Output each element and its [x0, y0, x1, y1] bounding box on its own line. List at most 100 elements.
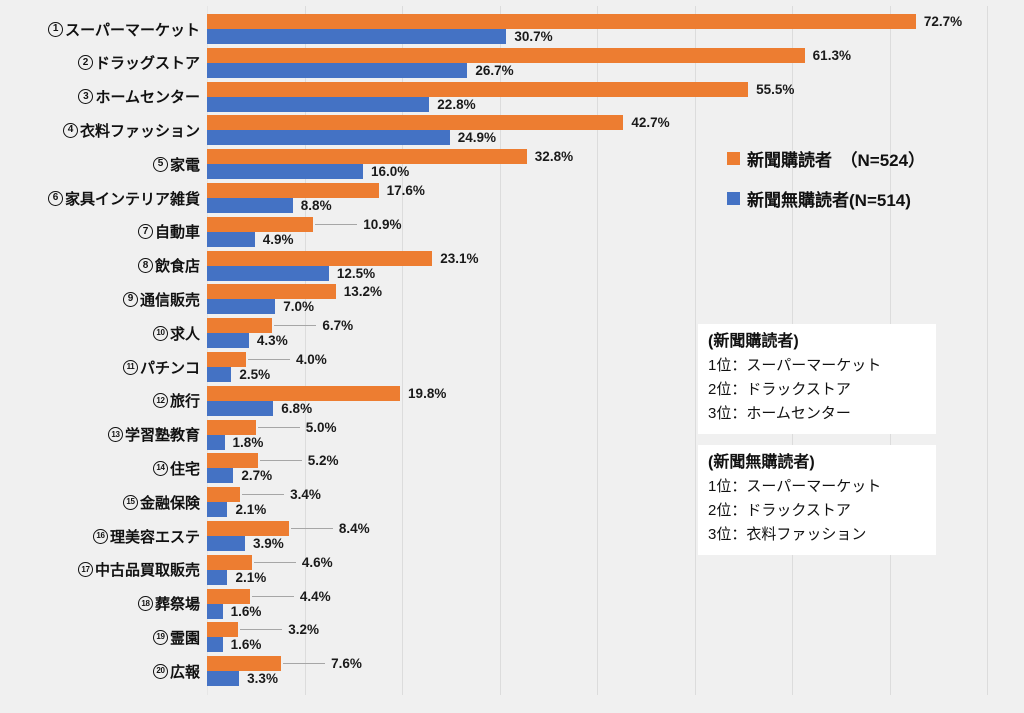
circled-number-icon: 3 — [78, 89, 94, 105]
category-name: 衣料ファッション — [79, 122, 200, 140]
subscriber-value-label: 5.0% — [305, 419, 337, 435]
category-label: 15 金融保険 — [0, 487, 200, 517]
category-name: 理美容エステ — [109, 528, 200, 546]
chart-row: 3 ホームセンター 55.5% 22.8% — [0, 81, 1024, 116]
subscriber-value-label: 3.2% — [288, 622, 319, 638]
non-subscriber-value-label: 30.7% — [514, 29, 553, 44]
chart-row: 13 学習塾教育 5.0% 1.8% — [0, 419, 1024, 454]
chart-row: 1 スーパーマーケット 72.7% 30.7% — [0, 14, 1024, 48]
category-name: 通信販売 — [139, 291, 200, 309]
category-label: 13 学習塾教育 — [0, 420, 200, 450]
category-name: 飲食店 — [154, 258, 200, 276]
category-label: 8 飲食店 — [0, 251, 200, 281]
non-subscriber-value-label: 26.7% — [475, 62, 514, 78]
circled-number-icon: 12 — [152, 393, 168, 409]
non-subscriber-bar — [207, 367, 232, 382]
non-subscriber-value-label: 6.8% — [281, 400, 313, 416]
subscriber-bar — [207, 14, 916, 29]
category-label: 2 ドラッグストア — [0, 48, 200, 78]
subscriber-bar — [207, 487, 241, 503]
annotation-rank-1: 1位：スーパーマーケット — [708, 478, 882, 495]
subscriber-value-label: 8.4% — [338, 521, 370, 536]
category-name: 学習塾教育 — [124, 427, 200, 445]
non-subscriber-bar — [207, 569, 228, 585]
category-name: 求人 — [169, 325, 200, 343]
category-name: パチンコ — [139, 359, 200, 377]
circled-number-icon: 19 — [152, 629, 168, 645]
chart-row: 5 家電 32.8% 16.0% — [0, 149, 1024, 183]
non-subscriber-bar — [207, 130, 450, 146]
legend-label-subscribers: 新聞購読者 （N=524） — [747, 151, 926, 170]
subscriber-value-label: 23.1% — [440, 250, 479, 266]
annotation-rank-3: 3位：ホームセンター — [708, 405, 851, 422]
subscriber-value-label: 4.0% — [296, 352, 327, 367]
non-subscriber-value-label: 2.7% — [241, 468, 273, 484]
legend-item-non-subscribers: 新聞無購読者(N=514) — [727, 186, 925, 211]
circled-number-icon: 8 — [137, 258, 153, 274]
chart-row: 16 理美容エステ 8.4% 3.9% — [0, 521, 1024, 555]
leader-line — [253, 561, 296, 563]
non-subscriber-value-label: 2.1% — [235, 569, 267, 585]
subscriber-bar — [207, 521, 289, 536]
category-label: 20 広報 — [0, 656, 200, 686]
subscriber-value-label: 32.8% — [534, 149, 574, 165]
category-name: 家電 — [169, 156, 200, 174]
non-subscriber-value-label: 4.9% — [262, 231, 294, 247]
subscriber-bar — [207, 47, 805, 63]
non-subscriber-bar — [207, 29, 507, 44]
subscriber-bar — [207, 250, 433, 266]
chart-row: 18 葬祭場 4.4% 1.6% — [0, 588, 1024, 623]
category-name: 旅行 — [169, 393, 200, 411]
non-subscriber-value-label: 4.3% — [256, 333, 288, 349]
chart-row: 2 ドラッグストア 61.3% 26.7% — [0, 47, 1024, 82]
subscriber-bar — [207, 453, 258, 469]
gridline — [207, 6, 208, 695]
circled-number-icon: 9 — [122, 291, 138, 307]
subscriber-value-label: 7.6% — [331, 656, 362, 672]
chart-row: 10 求人 6.7% 4.3% — [0, 318, 1024, 352]
category-label: 14 住宅 — [0, 453, 200, 483]
leader-line — [257, 426, 300, 428]
subscriber-bar — [207, 216, 314, 232]
chart-row: 6 家具インテリア雑貨 17.6% 8.8% — [0, 183, 1024, 217]
leader-line — [251, 595, 294, 597]
subscriber-bar — [207, 622, 239, 638]
subscriber-value-label: 4.6% — [301, 554, 333, 570]
category-label: 17 中古品買取販売 — [0, 555, 200, 585]
subscriber-bar — [207, 419, 256, 435]
non-subscriber-bar — [207, 603, 223, 619]
subscriber-bar — [207, 318, 273, 334]
leader-line — [242, 494, 285, 496]
chart-row: 12 旅行 19.8% 6.8% — [0, 385, 1024, 420]
circled-number-icon: 15 — [122, 494, 138, 510]
circled-number-icon: 7 — [137, 224, 153, 240]
non-subscriber-bar — [207, 468, 234, 484]
chart-row: 14 住宅 5.2% 2.7% — [0, 453, 1024, 487]
subscriber-value-label: 72.7% — [923, 14, 963, 29]
annotation-rank-2: 2位：ドラックストア — [708, 502, 851, 519]
circled-number-icon: 14 — [152, 460, 168, 476]
legend-label-non-subscribers: 新聞無購読者(N=514) — [747, 191, 911, 210]
subscriber-value-label: 4.4% — [299, 588, 331, 604]
non-subscriber-value-label: 22.8% — [437, 96, 476, 112]
circled-number-icon: 1 — [48, 21, 64, 37]
non-subscriber-bar — [207, 96, 430, 112]
category-label: 11 パチンコ — [0, 352, 200, 382]
gridline — [987, 6, 988, 695]
category-name: スーパーマーケット — [65, 21, 200, 39]
non-subscriber-value-label: 3.9% — [253, 536, 284, 551]
category-label: 12 旅行 — [0, 386, 200, 416]
chart-row: 20 広報 7.6% 3.3% — [0, 656, 1024, 690]
non-subscriber-value-label: 3.3% — [247, 671, 278, 687]
non-subscriber-bar — [207, 637, 223, 653]
subscriber-value-label: 3.4% — [290, 487, 321, 503]
non-subscriber-bar — [207, 536, 246, 551]
category-label: 18 葬祭場 — [0, 589, 200, 619]
non-subscriber-value-label: 1.6% — [230, 637, 262, 653]
non-subscriber-value-label: 8.8% — [300, 198, 332, 213]
subscriber-value-label: 42.7% — [631, 115, 670, 131]
circled-number-icon: 6 — [47, 190, 63, 206]
non-subscriber-bar — [207, 299, 276, 315]
chart-row: 9 通信販売 13.2% 7.0% — [0, 284, 1024, 318]
